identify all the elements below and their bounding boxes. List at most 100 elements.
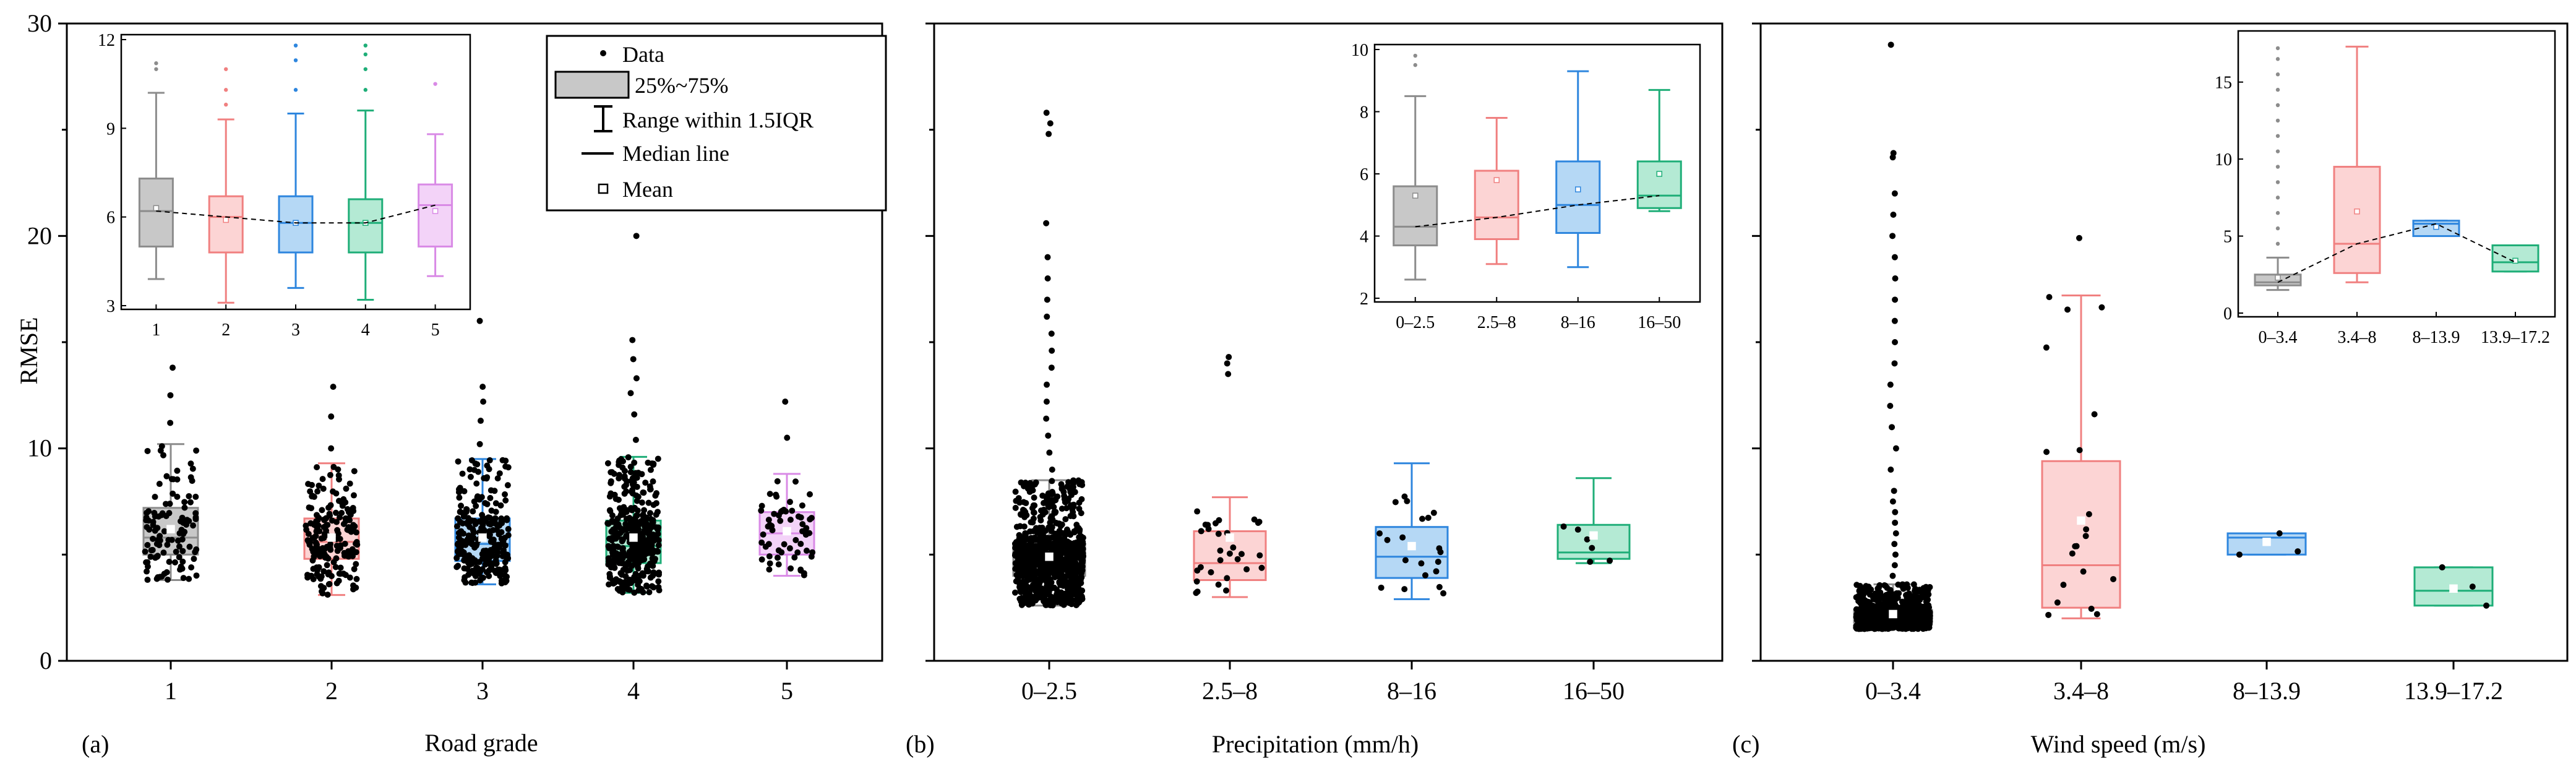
data-point [305,481,312,488]
data-point [339,502,346,509]
data-point [646,541,653,548]
data-point [630,545,637,552]
data-point [1049,563,1055,570]
data-point [1026,488,1033,495]
mean-marker [166,525,175,533]
data-point [2069,550,2076,557]
data-point [1023,564,1030,571]
inset-median-trend-line [2277,223,2516,283]
data-point [758,539,765,546]
data-point [1012,488,1019,495]
inset-x-tick-label: 2.5–8 [1477,313,1516,332]
data-point [180,575,187,582]
data-point [769,527,776,533]
panel-c-inset: 0 5 10 15 0–3.4 3.4–8 8–13.9 13.9–17.2 [2215,30,2556,347]
data-point [797,541,804,548]
data-point [337,514,343,521]
data-point [174,493,181,500]
data-point [502,579,509,586]
inset-x-tick-label: 13.9–17.2 [2481,328,2550,347]
data-point [1067,581,1073,588]
data-point [1901,611,1908,618]
data-point [803,548,810,554]
data-point [778,549,785,556]
data-point [168,476,175,483]
data-point [788,565,794,572]
data-point [144,447,151,454]
outlier-point [1891,360,1898,367]
iqr-box [208,195,244,254]
outlier-point [1891,488,1897,494]
data-point [625,515,632,522]
data-point [758,502,765,509]
data-point [792,478,799,485]
outlier-point [1890,150,1897,157]
data-point [1921,622,1928,629]
data-point [1197,564,1204,570]
data-point [1061,493,1068,499]
data-point [150,522,157,528]
data-point [313,528,320,535]
data-point [2080,568,2087,575]
panel-label-c: (c) [1732,730,1759,758]
data-point [1430,509,1437,516]
data-point [778,508,784,515]
data-point [155,513,162,520]
data-point [351,566,358,572]
data-point [479,574,486,581]
data-point [1055,567,1062,574]
data-point [809,549,816,556]
data-point [313,512,320,519]
data-point [608,478,614,484]
legend-item-median: Median line [622,141,729,166]
data-point [492,500,499,507]
outlier-point [476,441,483,447]
outlier-point [2275,87,2280,92]
data-point [335,472,342,479]
data-point [186,543,193,550]
data-point [1080,541,1086,548]
data-point [1041,595,1048,601]
data-point [166,501,173,507]
data-point [1884,596,1891,603]
data-point [1012,504,1019,511]
data-point [179,548,186,554]
data-point [638,499,645,506]
data-point [653,511,659,518]
data-point [1054,494,1060,501]
mean-marker [1226,533,1234,542]
data-point [341,549,348,556]
outlier-point [1049,467,1055,473]
data-point [1058,486,1065,493]
data-point [611,543,617,550]
data-point [1060,601,1067,608]
data-point [1067,532,1074,538]
data-point [1038,557,1045,564]
data-point [623,509,630,515]
data-point [807,516,814,523]
data-point [1078,567,1085,574]
data-point [1042,509,1049,515]
data-point [1021,514,1028,520]
data-point [650,478,656,485]
inset-y-tick-label: 15 [2215,74,2232,93]
data-point [187,460,194,467]
data-point [186,575,192,582]
data-point [1073,553,1080,559]
data-point [1912,585,1918,592]
data-point [155,536,161,543]
data-point [2045,611,2052,618]
data-point [1057,538,1064,545]
mean-marker [223,217,229,223]
outlier-point [1226,354,1232,361]
data-point [1894,605,1900,612]
inset-median-trend-line [1415,195,1660,228]
data-point [1024,583,1031,590]
mean-marker [2512,257,2518,264]
data-point [619,551,625,557]
data-point [637,537,644,544]
data-point [1031,545,1038,552]
data-point [637,542,643,549]
data-point [354,541,361,548]
inset-x-tick-label: 0–2.5 [1396,313,1435,332]
